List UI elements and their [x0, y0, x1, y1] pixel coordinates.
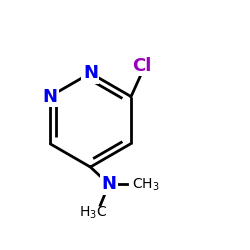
- Text: N: N: [42, 88, 57, 106]
- Text: Cl: Cl: [132, 57, 152, 75]
- Text: N: N: [83, 64, 98, 82]
- Text: CH$_3$: CH$_3$: [132, 176, 160, 192]
- Text: H$_3$C: H$_3$C: [79, 204, 107, 221]
- Text: N: N: [102, 175, 116, 193]
